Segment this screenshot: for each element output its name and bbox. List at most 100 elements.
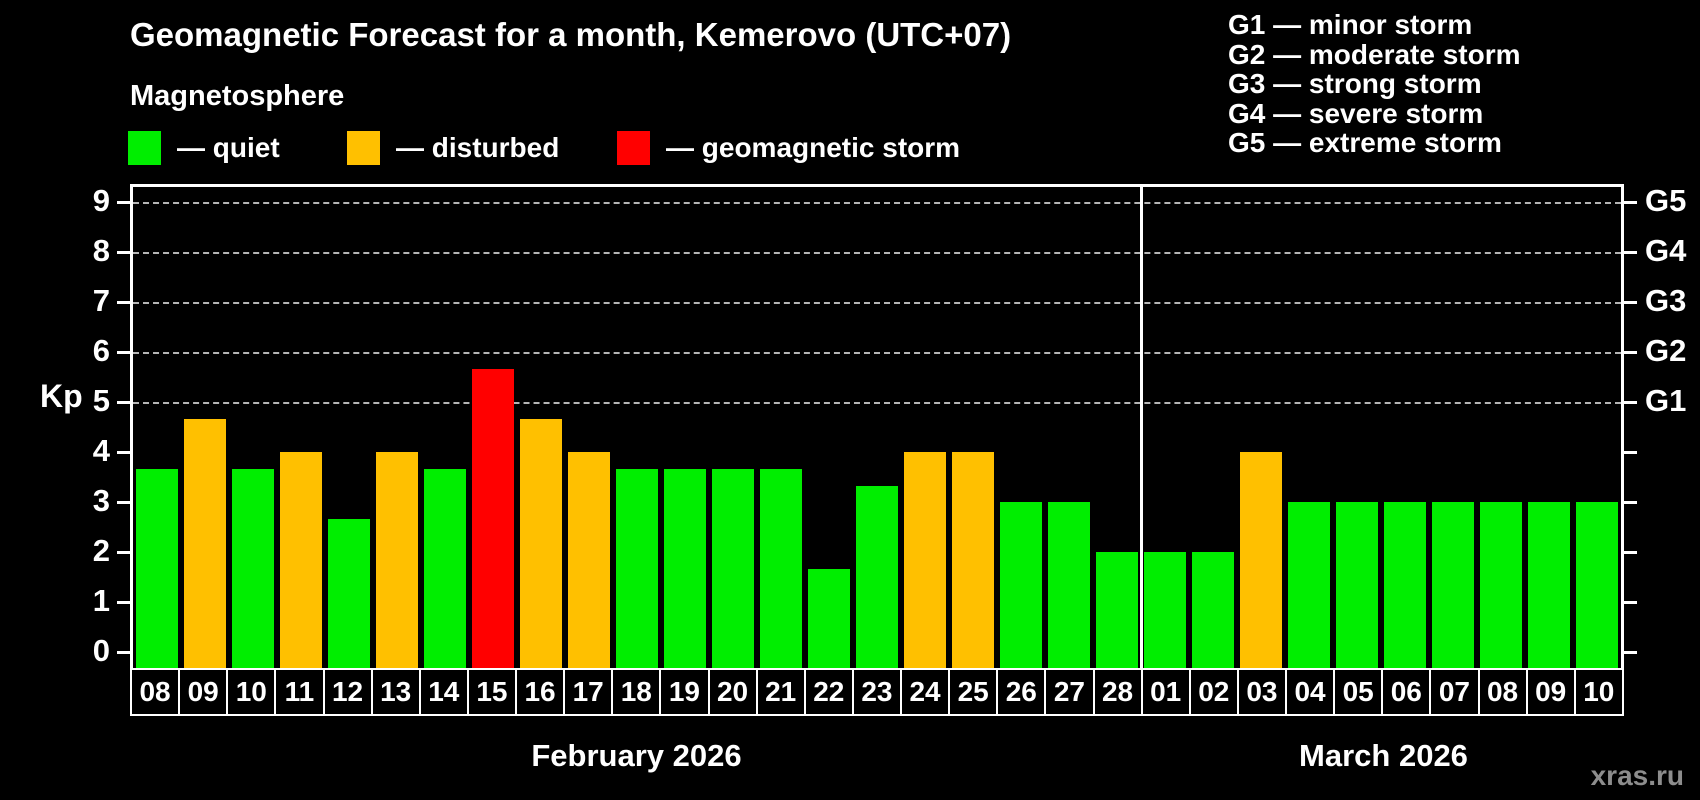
kp-bar-09-disturbed [184,418,226,668]
kp-bar-10-quiet [232,468,274,668]
y-tick-left-1 [117,601,130,604]
date-cell-feb-17: 17 [565,670,614,714]
watermark: xras.ru [1590,760,1684,791]
kp-bar-14-quiet [424,468,466,668]
legend-item-disturbed: — disturbed [347,131,559,165]
y-tick-left-8 [117,251,130,254]
date-cell-mar-09: 09 [1528,670,1576,714]
bars-container [133,187,1621,668]
date-cell-mar-05: 05 [1335,670,1384,714]
date-cell-feb-24: 24 [902,670,951,714]
date-cell-feb-16: 16 [517,670,566,714]
bar-slot-01 [1141,552,1189,668]
date-cell-feb-21: 21 [758,670,806,714]
bar-slot-13 [373,452,421,668]
bar-slot-21 [757,468,805,668]
kp-bar-07-quiet [1432,502,1474,668]
date-cell-feb-23: 23 [854,670,902,714]
gridline-kp-8 [133,252,1621,254]
g-scale-legend-line-2: G2 — moderate storm [1228,38,1521,70]
chart-title: Geomagnetic Forecast for a month, Kemero… [130,16,1012,53]
kp-bar-27-quiet [1048,502,1090,668]
kp-bar-17-disturbed [568,452,610,668]
date-cell-feb-19: 19 [661,670,710,714]
kp-bar-06-quiet [1384,502,1426,668]
date-cell-mar-03: 03 [1239,670,1287,714]
bar-slot-11 [277,452,325,668]
y-tick-right-8 [1624,251,1637,254]
storm-label: — geomagnetic storm [666,132,961,163]
kp-bar-10-quiet [1576,502,1618,668]
bar-slot-04 [1285,502,1333,668]
kp-bar-02-quiet [1192,552,1234,668]
bar-slot-03 [1237,452,1285,668]
kp-bar-08-quiet [136,468,178,668]
bar-slot-12 [325,518,373,668]
bar-slot-22 [805,568,853,668]
kp-bar-09-quiet [1528,502,1570,668]
bar-slot-09 [1525,502,1573,668]
bar-slot-28 [1093,552,1141,668]
date-cell-feb-11: 11 [276,670,325,714]
y-tick-left-3 [117,501,130,504]
bar-slot-08 [1477,502,1525,668]
kp-bar-28-quiet [1096,552,1138,668]
date-cell-feb-14: 14 [421,670,469,714]
y-tick-right-0 [1624,651,1637,654]
gridline-kp-7 [133,302,1621,304]
y-tick-left-2 [117,551,130,554]
kp-bar-16-disturbed [520,418,562,668]
bar-slot-26 [997,502,1045,668]
gridline-kp-6 [133,352,1621,354]
kp-bar-03-disturbed [1240,452,1282,668]
bar-slot-10 [229,468,277,668]
bar-slot-17 [565,452,613,668]
bar-slot-06 [1381,502,1429,668]
bar-slot-18 [613,468,661,668]
kp-bar-20-quiet [712,468,754,668]
g-tick-label-G5: G5 [1645,183,1687,218]
kp-bar-26-quiet [1000,502,1042,668]
g-tick-label-G4: G4 [1645,233,1687,268]
bar-slot-15 [469,368,517,668]
g-tick-label-G3: G3 [1645,283,1687,318]
y-tick-label-1: 1 [92,583,110,618]
y-tick-right-4 [1624,451,1637,454]
gridline-kp-5 [133,402,1621,404]
kp-bar-18-quiet [616,468,658,668]
y-tick-label-4: 4 [92,433,110,468]
bar-slot-27 [1045,502,1093,668]
y-tick-label-3: 3 [92,483,110,518]
date-cell-feb-26: 26 [998,670,1047,714]
bar-slot-10 [1573,502,1621,668]
date-cell-feb-10: 10 [228,670,277,714]
date-cell-feb-12: 12 [325,670,373,714]
y-tick-label-8: 8 [92,233,110,268]
kp-bar-25-disturbed [952,452,994,668]
y-tick-right-5 [1624,401,1637,404]
g-scale-legend-line-4: G4 — severe storm [1228,97,1484,129]
date-cell-mar-02: 02 [1191,670,1239,714]
quiet-color-swatch [128,131,161,165]
bar-slot-07 [1429,502,1477,668]
date-cell-mar-06: 06 [1383,670,1432,714]
date-cell-mar-07: 07 [1431,670,1480,714]
date-cell-feb-18: 18 [613,670,662,714]
bar-slot-19 [661,468,709,668]
month-separator-line [1139,187,1143,668]
y-tick-right-7 [1624,301,1637,304]
date-cell-feb-08: 08 [132,670,181,714]
magnetosphere-label: Magnetosphere [130,80,345,112]
y-axis-label: Kp [40,378,83,414]
kp-bar-04-quiet [1288,502,1330,668]
legend-item-quiet: — quiet [128,131,280,165]
quiet-label: — quiet [177,132,280,163]
bar-slot-02 [1189,552,1237,668]
bar-slot-05 [1333,502,1381,668]
y-tick-right-9 [1624,201,1637,204]
kp-bar-08-quiet [1480,502,1522,668]
bar-slot-08 [133,468,181,668]
bar-slot-23 [853,485,901,668]
g-scale-legend-line-3: G3 — strong storm [1228,68,1482,99]
